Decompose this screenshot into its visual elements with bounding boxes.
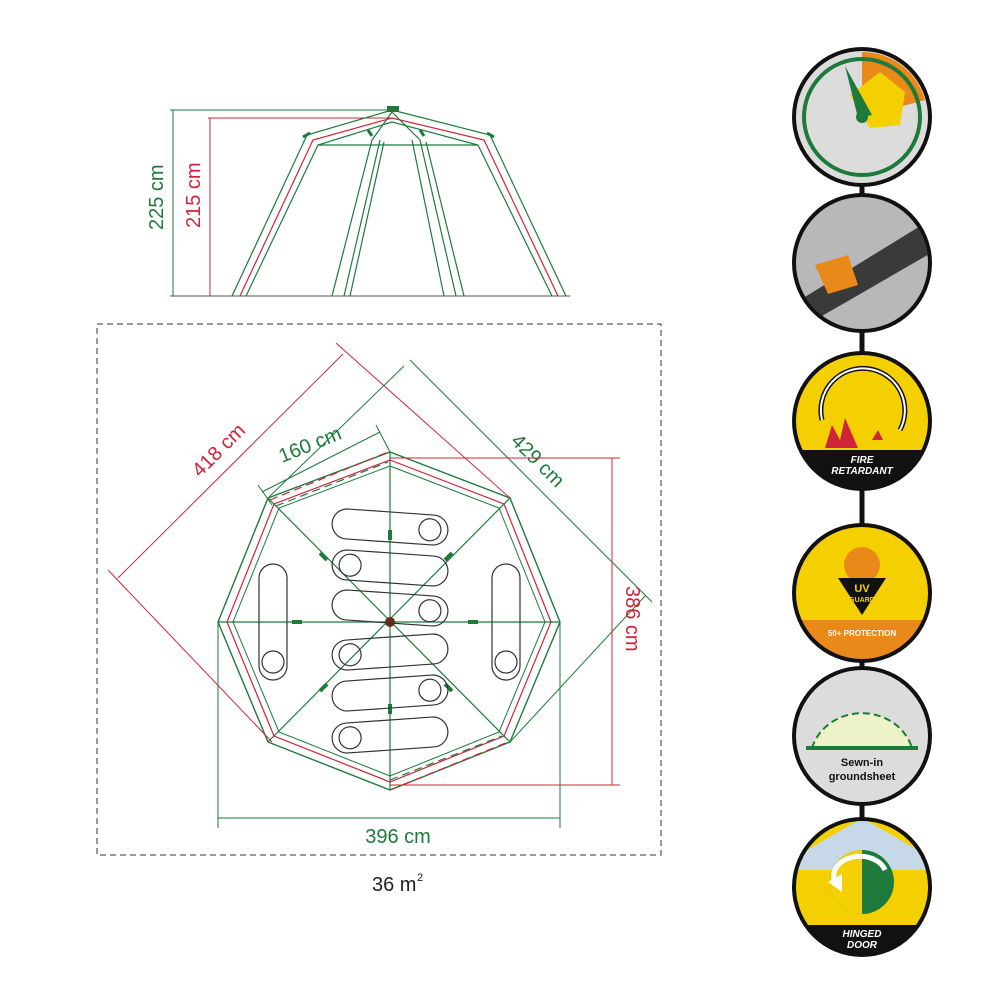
sleeping-bag [491, 563, 521, 681]
side-view-pole-clips [302, 129, 495, 139]
sleeping-bag [331, 589, 449, 627]
center-hub [385, 617, 395, 627]
groundsheet-line2: groundsheet [829, 771, 896, 783]
pole-junction-clips [292, 530, 478, 714]
sleeping-bag [258, 563, 288, 681]
quick-pitch-clock-icon [792, 47, 932, 187]
sleeping-bag [331, 508, 449, 546]
fire-retardant-icon: FIRE RETARDANT [792, 351, 932, 491]
uv-guard-emblem-line2: GUARD [849, 597, 875, 604]
uv-guard-emblem-line1: UV [854, 583, 870, 595]
floor-area-value: 36 m [372, 874, 416, 896]
sleeping-bag [331, 674, 449, 712]
groundsheet-icon: Sewn-in groundsheet [792, 666, 932, 806]
floor-plan-border [96, 323, 662, 856]
width-dimension [217, 622, 561, 828]
hinged-door-line2: DOOR [847, 940, 878, 951]
depth-dimension [390, 457, 620, 786]
fire-retardant-line2: RETARDANT [831, 466, 893, 477]
diagonal-length-label: 418 cm [188, 420, 250, 482]
hinged-door-line1: HINGED [843, 929, 882, 940]
diagonal-width-label: 429 cm [506, 430, 568, 492]
uv-guard-icon: UV GUARD 50+ PROTECTION [792, 523, 932, 663]
door-openings [269, 451, 509, 791]
roof-vent-cap [387, 106, 399, 112]
sleeping-bag [331, 716, 449, 754]
sleeping-bag [331, 633, 449, 671]
inner-height-label: 215 cm [183, 162, 205, 228]
fire-retardant-line1: FIRE [851, 455, 874, 466]
sleeping-bag [331, 549, 449, 587]
floor-area-superscript: 2 [417, 872, 423, 884]
sleeping-bags [258, 508, 521, 754]
floor-plan: 418 cm 160 cm 429 cm 386 cm 396 cm [96, 323, 662, 896]
diagonal-length-dimension [107, 342, 511, 743]
uv-protection-label: 50+ PROTECTION [828, 629, 896, 638]
side-view: 225 cm 215 cm [146, 106, 570, 297]
pole-joint-icon [792, 193, 932, 333]
door-width-label: 160 cm [276, 423, 345, 468]
outer-height-label: 225 cm [146, 164, 168, 230]
door-width-dimension [257, 424, 391, 506]
groundsheet-line1: Sewn-in [841, 757, 883, 769]
side-view-tent-outline [231, 109, 567, 297]
width-label: 396 cm [365, 826, 431, 848]
depth-label: 386 cm [621, 586, 643, 652]
hinged-door-icon: HINGED DOOR [792, 817, 932, 957]
